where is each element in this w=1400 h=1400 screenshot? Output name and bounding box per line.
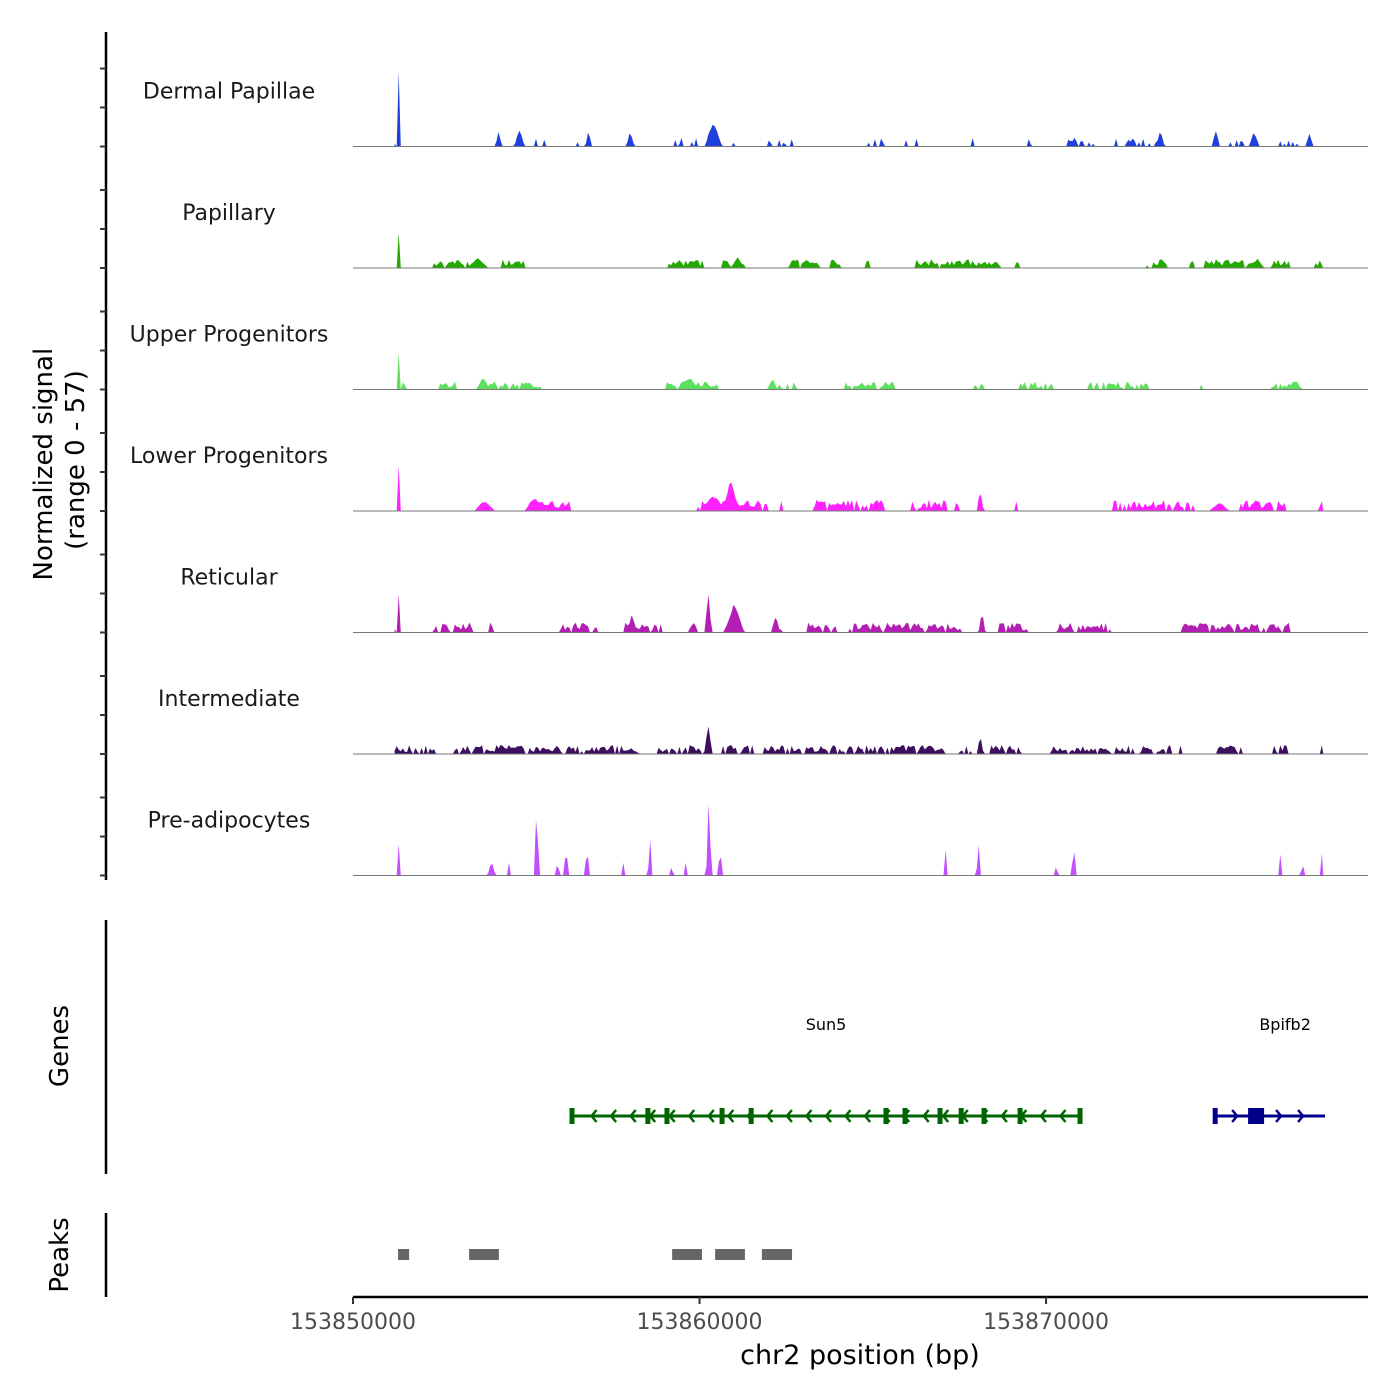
gene-exon (719, 1108, 725, 1124)
peak-region (398, 1249, 410, 1260)
gene-exon (748, 1108, 754, 1124)
gene-exon (981, 1108, 987, 1124)
gene-exon (937, 1108, 943, 1124)
signal-area (394, 232, 1324, 268)
strand-arrow-icon (687, 1109, 696, 1123)
x-axis-ticks: 153850000 153860000 153870000 (290, 1297, 1109, 1335)
gene-label: Sun5 (806, 1015, 847, 1034)
strand-arrow-icon (589, 1109, 598, 1123)
peak-region (672, 1249, 702, 1260)
gene-exon (1077, 1108, 1083, 1124)
signal-track: Pre-adipocytes (148, 803, 1368, 876)
y-axis-title-line2: (range 0 - 57) (61, 370, 91, 550)
strand-arrow-icon (1275, 1109, 1283, 1123)
signal-area (394, 352, 1324, 390)
strand-arrow-icon (1000, 1109, 1008, 1123)
gene-exon (645, 1108, 651, 1124)
track-label: Upper Progenitors (130, 323, 329, 348)
gene-exon (664, 1108, 670, 1124)
strand-arrow-icon (785, 1109, 793, 1123)
gene-exon (958, 1108, 964, 1124)
signal-y-axis (100, 32, 108, 880)
x-tick-label: 153860000 (637, 1310, 763, 1335)
peaks-axis-title: Peaks (45, 1217, 75, 1292)
track-label: Dermal Papillae (143, 80, 315, 105)
track-label: Lower Progenitors (130, 444, 328, 469)
peak-track (398, 1249, 793, 1260)
signal-track: Papillary (182, 201, 1368, 269)
y-axis-title-line1: Normalized signal (29, 348, 59, 581)
strand-arrow-icon (843, 1109, 852, 1123)
x-tick-label: 153870000 (983, 1310, 1109, 1335)
gene-track: Sun5 Bpifb2 (569, 1015, 1326, 1124)
gene-exon (1017, 1108, 1023, 1124)
gene-exon (569, 1108, 575, 1124)
gene: Bpifb2 (1212, 1015, 1326, 1124)
track-label: Reticular (180, 566, 278, 591)
signal-area (394, 594, 1324, 633)
strand-arrow-icon (922, 1109, 930, 1123)
genes-axis-title: Genes (45, 1005, 75, 1087)
y-axis-title: Normalized signal (range 0 - 57) (29, 340, 91, 581)
peak-region (469, 1249, 499, 1260)
signal-area (394, 465, 1324, 511)
track-label: Pre-adipocytes (148, 809, 311, 834)
gene-label: Bpifb2 (1259, 1015, 1311, 1034)
strand-arrow-icon (1231, 1109, 1239, 1123)
signal-track: Lower Progenitors (130, 444, 1368, 512)
x-axis-title: chr2 position (bp) (740, 1340, 980, 1371)
strand-arrow-icon (765, 1109, 774, 1123)
signal-track: Intermediate (158, 687, 1368, 755)
peak-region (761, 1249, 793, 1260)
strand-arrow-icon (1058, 1109, 1067, 1123)
gene: Sun5 (569, 1015, 1083, 1124)
signal-area (394, 71, 1324, 147)
signal-area (394, 726, 1324, 754)
x-tick-label: 153850000 (290, 1310, 416, 1335)
track-label: Intermediate (158, 687, 300, 712)
strand-arrow-icon (668, 1109, 676, 1123)
strand-arrow-icon (941, 1109, 950, 1123)
strand-arrow-icon (629, 1109, 637, 1123)
strand-arrow-icon (609, 1109, 618, 1123)
signal-area (394, 803, 1324, 876)
track-label: Papillary (182, 201, 276, 226)
strand-arrow-icon (804, 1109, 813, 1123)
signal-track: Upper Progenitors (130, 323, 1368, 390)
peak-region (715, 1249, 745, 1260)
gene-exon (1248, 1108, 1265, 1124)
strand-arrow-icon (1039, 1109, 1047, 1123)
gene-exon (1212, 1108, 1218, 1124)
strand-arrow-icon (824, 1109, 832, 1123)
signal-tracks: Dermal Papillae Papillary Upper Progenitor… (130, 71, 1368, 876)
strand-arrow-icon (707, 1109, 715, 1123)
strand-arrow-icon (863, 1109, 872, 1123)
signal-track: Dermal Papillae (143, 71, 1368, 147)
strand-arrow-icon (1297, 1109, 1305, 1123)
signal-track: Reticular (180, 566, 1368, 633)
gene-exon (902, 1108, 908, 1124)
strand-arrow-icon (726, 1109, 735, 1123)
gene-exon (883, 1108, 889, 1124)
